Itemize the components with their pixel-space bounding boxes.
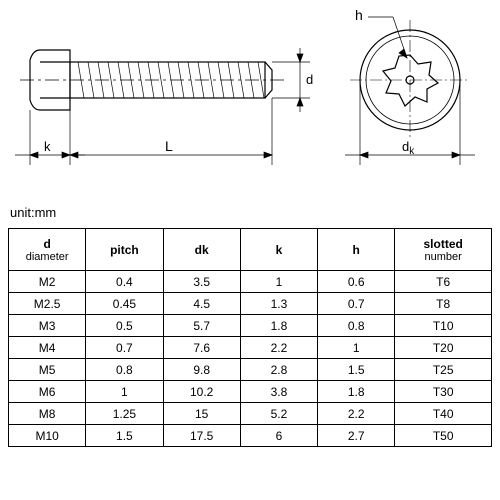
col-header-h: h [318, 229, 395, 271]
table-cell: 1.25 [86, 403, 163, 425]
col-header-pitch: pitch [86, 229, 163, 271]
table-cell: 1 [318, 337, 395, 359]
table-header-row: d diameter pitch dk k h [9, 229, 492, 271]
table-cell: M6 [9, 381, 86, 403]
col-header-dk: dk [163, 229, 240, 271]
table-cell: 6 [240, 425, 317, 447]
table-cell: 0.7 [86, 337, 163, 359]
table-cell: 5.7 [163, 315, 240, 337]
dim-h: h [355, 7, 407, 58]
table-cell: 2.2 [318, 403, 395, 425]
end-view [350, 20, 470, 140]
table-cell: M2 [9, 271, 86, 293]
table-cell: 2.2 [240, 337, 317, 359]
table-cell: T50 [395, 425, 492, 447]
table-cell: 0.4 [86, 271, 163, 293]
table-row: M30.55.71.80.8T10 [9, 315, 492, 337]
table-cell: 0.6 [318, 271, 395, 293]
table-row: M2.50.454.51.30.7T8 [9, 293, 492, 315]
table-cell: 2.7 [318, 425, 395, 447]
col-header-d: d diameter [9, 229, 86, 271]
table-cell: 10.2 [163, 381, 240, 403]
table-cell: M8 [9, 403, 86, 425]
table-cell: T40 [395, 403, 492, 425]
table-row: M40.77.62.21T20 [9, 337, 492, 359]
table-cell: M5 [9, 359, 86, 381]
table-cell: 5.2 [240, 403, 317, 425]
dim-L: L [70, 98, 272, 165]
unit-label: unit:mm [10, 205, 56, 220]
table-row: M20.43.510.6T6 [9, 271, 492, 293]
table-cell: 1 [86, 381, 163, 403]
table-cell: 3.8 [240, 381, 317, 403]
side-view [20, 50, 285, 110]
table-row: M50.89.82.81.5T25 [9, 359, 492, 381]
table-body: M20.43.510.6T6M2.50.454.51.30.7T8M30.55.… [9, 271, 492, 447]
table-cell: 2.8 [240, 359, 317, 381]
table-row: M101.517.562.7T50 [9, 425, 492, 447]
table-cell: 9.8 [163, 359, 240, 381]
label-k: k [44, 139, 51, 154]
table-cell: 7.6 [163, 337, 240, 359]
table-row: M81.25155.22.2T40 [9, 403, 492, 425]
label-h: h [355, 7, 363, 23]
table-cell: 1.5 [86, 425, 163, 447]
label-dk: dk [402, 139, 415, 157]
spec-table-area: d diameter pitch dk k h [8, 228, 492, 447]
col-header-slotted: slotted number [395, 229, 492, 271]
table-cell: T30 [395, 381, 492, 403]
col-header-k: k [240, 229, 317, 271]
table-cell: 0.45 [86, 293, 163, 315]
table-cell: T10 [395, 315, 492, 337]
label-d: d [306, 72, 313, 87]
table-cell: T6 [395, 271, 492, 293]
table-cell: M4 [9, 337, 86, 359]
table-cell: 1 [240, 271, 317, 293]
table-cell: M3 [9, 315, 86, 337]
table-cell: 15 [163, 403, 240, 425]
table-cell: 0.8 [318, 315, 395, 337]
table-cell: M10 [9, 425, 86, 447]
table-cell: 1.5 [318, 359, 395, 381]
label-L: L [165, 138, 173, 154]
screw-diagram-svg: d k L [0, 0, 500, 200]
table-cell: 4.5 [163, 293, 240, 315]
spec-table: d diameter pitch dk k h [8, 228, 492, 447]
table-cell: 17.5 [163, 425, 240, 447]
table-cell: T20 [395, 337, 492, 359]
table-cell: 0.5 [86, 315, 163, 337]
table-cell: T8 [395, 293, 492, 315]
table-cell: 0.7 [318, 293, 395, 315]
table-cell: T25 [395, 359, 492, 381]
table-cell: 1.3 [240, 293, 317, 315]
diagram-area: d k L [0, 0, 500, 200]
table-cell: 0.8 [86, 359, 163, 381]
table-row: M6110.23.81.8T30 [9, 381, 492, 403]
table-cell: M2.5 [9, 293, 86, 315]
table-cell: 1.8 [318, 381, 395, 403]
table-cell: 1.8 [240, 315, 317, 337]
table-cell: 3.5 [163, 271, 240, 293]
